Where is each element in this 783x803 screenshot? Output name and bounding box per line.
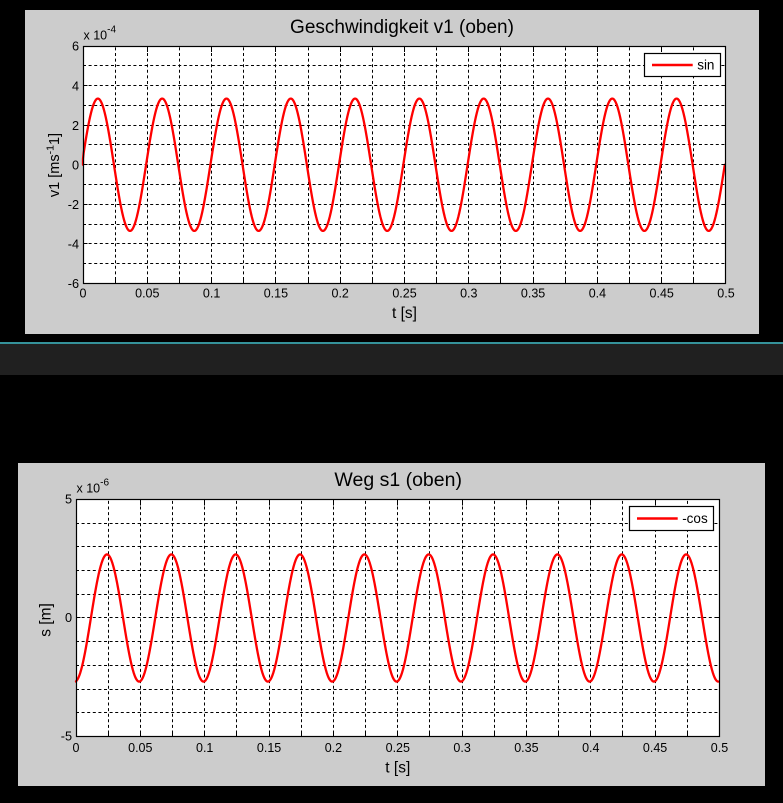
svg-text:0.5: 0.5 [711,741,728,755]
svg-text:0.1: 0.1 [203,287,220,301]
svg-text:0.2: 0.2 [332,287,349,301]
svg-text:0: 0 [65,611,72,625]
svg-text:0.05: 0.05 [135,287,159,301]
svg-text:0.35: 0.35 [521,287,545,301]
svg-text:0: 0 [73,741,80,755]
svg-text:-4: -4 [68,238,79,252]
svg-text:0.25: 0.25 [386,741,410,755]
svg-text:Weg s1 (oben): Weg s1 (oben) [334,469,462,491]
svg-text:sin: sin [697,58,714,73]
svg-text:0.45: 0.45 [650,287,674,301]
svg-text:v1 [ms-11]: v1 [ms-11] [45,133,64,197]
svg-text:0.15: 0.15 [264,287,288,301]
svg-text:6: 6 [72,40,79,54]
svg-text:t [s]: t [s] [385,759,410,776]
svg-text:-5: -5 [61,729,72,743]
svg-text:x 10-4: x 10-4 [84,25,117,43]
svg-text:-2: -2 [68,198,79,212]
svg-text:0.05: 0.05 [128,741,152,755]
svg-text:0.2: 0.2 [325,741,342,755]
svg-text:2: 2 [72,119,79,133]
svg-text:0.4: 0.4 [589,287,606,301]
svg-text:0.15: 0.15 [257,741,281,755]
svg-text:0.35: 0.35 [514,741,538,755]
svg-text:0.25: 0.25 [392,287,416,301]
svg-text:0.4: 0.4 [582,741,599,755]
svg-text:0: 0 [72,158,79,172]
svg-text:t [s]: t [s] [392,305,417,322]
svg-text:s [m]: s [m] [38,603,55,637]
svg-text:0.45: 0.45 [643,741,667,755]
svg-text:0: 0 [80,287,87,301]
svg-text:Geschwindigkeit v1 (oben): Geschwindigkeit v1 (oben) [290,17,514,38]
svg-text:-6: -6 [68,277,79,291]
svg-text:0.5: 0.5 [717,287,734,301]
svg-text:0.3: 0.3 [453,741,470,755]
svg-text:-cos: -cos [682,511,708,526]
svg-text:0.3: 0.3 [460,287,477,301]
svg-text:5: 5 [65,492,72,506]
svg-text:x 10-6: x 10-6 [77,477,110,495]
svg-text:0.1: 0.1 [196,741,213,755]
svg-text:4: 4 [72,79,79,93]
